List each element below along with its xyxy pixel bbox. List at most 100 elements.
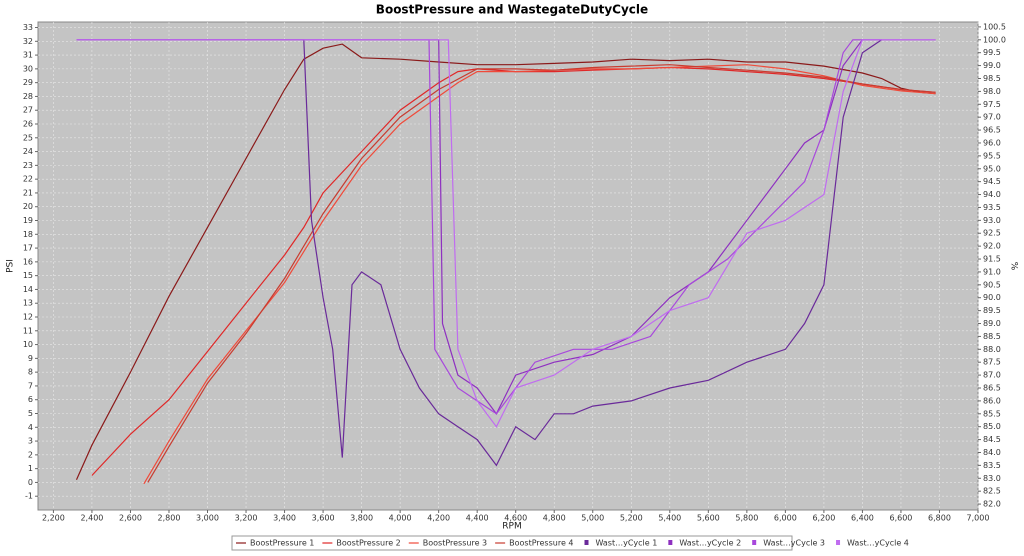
x-tick-label: 4,600 (504, 514, 527, 523)
y-tick-label: 24 (23, 147, 33, 156)
y2-tick-label: 87.5 (983, 358, 1001, 367)
legend-marker (836, 540, 841, 545)
y2-tick-label: 93.0 (983, 216, 1001, 225)
y-tick-label: 11 (23, 326, 33, 335)
y-tick-label: 1 (28, 464, 33, 473)
y2-tick-label: 100.0 (983, 35, 1006, 44)
series-line (76, 39, 936, 428)
y-tick-label: 12 (23, 313, 33, 322)
y-tick-label: 5 (28, 409, 33, 418)
y-tick-label: 17 (23, 244, 33, 253)
legend-label: Wast…yCycle 2 (679, 539, 741, 548)
legend-label: BoostPressure 4 (509, 539, 573, 548)
y-tick-label: 32 (23, 37, 33, 46)
x-tick-label: 7,000 (967, 514, 990, 523)
y-tick-label: 16 (23, 257, 33, 266)
legend-label: Wast…yCycle 1 (596, 539, 658, 548)
y-tick-label: 27 (23, 106, 33, 115)
y2-tick-label: 83.5 (983, 461, 1001, 470)
legend-label: BoostPressure 1 (250, 539, 314, 548)
y2-tick-label: 91.0 (983, 267, 1001, 276)
x-tick-label: 3,800 (350, 514, 373, 523)
y-tick-label: 10 (23, 340, 33, 349)
y2-tick-label: 92.5 (983, 229, 1001, 238)
y2-tick-label: 85.0 (983, 422, 1001, 431)
y-tick-label: 21 (23, 188, 33, 197)
series-line (76, 39, 883, 467)
x-tick-label: 5,000 (581, 514, 604, 523)
legend-marker (584, 540, 589, 545)
y2-tick-label: 82.5 (983, 487, 1001, 496)
x-tick-label: 6,800 (928, 514, 951, 523)
y2-tick-label: 86.0 (983, 396, 1001, 405)
y-tick-label: 25 (23, 133, 33, 142)
chart-title: BoostPressure and WastegateDutyCycle (376, 3, 648, 17)
y-tick-label: 13 (23, 299, 33, 308)
legend-label: BoostPressure 2 (336, 539, 400, 548)
x-tick-label: 5,800 (735, 514, 758, 523)
y-tick-label: 29 (23, 78, 33, 87)
y-tick-label: 15 (23, 271, 33, 280)
y2-tick-label: 98.0 (983, 87, 1001, 96)
y-tick-label: 0 (28, 478, 33, 487)
y-tick-label: -1 (25, 492, 33, 501)
x-tick-label: 4,800 (543, 514, 566, 523)
y2-tick-label: 97.0 (983, 113, 1001, 122)
series-line (147, 64, 936, 483)
x-tick-label: 3,600 (312, 514, 335, 523)
y2-tick-label: 99.5 (983, 48, 1001, 57)
x-axis-label: RPM (502, 522, 521, 532)
y2-tick-label: 91.5 (983, 255, 1001, 264)
y2-tick-label: 94.5 (983, 177, 1001, 186)
y2-tick-label: 84.0 (983, 448, 1001, 457)
y-tick-label: 22 (23, 175, 33, 184)
y-tick-label: 26 (23, 120, 33, 129)
y-tick-label: 31 (23, 51, 33, 60)
x-tick-label: 2,600 (119, 514, 142, 523)
y-tick-label: 6 (28, 395, 33, 404)
series-line (75, 43, 936, 480)
x-tick-label: 4,200 (427, 514, 450, 523)
y-tick-label: 19 (23, 216, 33, 225)
y2-tick-label: 93.5 (983, 203, 1001, 212)
y2-tick-label: 85.5 (983, 409, 1001, 418)
legend-marker (668, 540, 673, 545)
x-tick-label: 5,200 (620, 514, 643, 523)
y-tick-label: 3 (28, 437, 33, 446)
x-tick-label: 4,400 (466, 514, 489, 523)
x-tick-label: 6,400 (851, 514, 874, 523)
y2-tick-label: 86.5 (983, 384, 1001, 393)
y2-tick-label: 96.0 (983, 138, 1001, 147)
y-tick-label: 7 (28, 381, 33, 390)
legend-label: Wast…yCycle 4 (847, 539, 909, 548)
y2-tick-label: 92.0 (983, 242, 1001, 251)
legend (231, 535, 793, 551)
x-tick-label: 3,400 (273, 514, 296, 523)
y-tick-label: 33 (23, 23, 33, 32)
y-tick-label: 20 (23, 202, 33, 211)
y2-axis-label: % (1009, 262, 1019, 271)
x-tick-label: 3,200 (235, 514, 258, 523)
x-tick-label: 2,800 (158, 514, 181, 523)
y-tick-label: 8 (28, 368, 33, 377)
y2-tick-label: 84.5 (983, 435, 1001, 444)
legend-label: BoostPressure 3 (423, 539, 487, 548)
y2-tick-label: 87.0 (983, 371, 1001, 380)
y-tick-label: 4 (28, 423, 33, 432)
legend-label: Wast…yCycle 3 (763, 539, 825, 548)
x-tick-label: 4,000 (389, 514, 412, 523)
y-tick-label: 28 (23, 92, 33, 101)
x-tick-label: 6,000 (774, 514, 797, 523)
series-line (143, 64, 936, 485)
x-tick-label: 2,400 (80, 514, 103, 523)
y2-tick-label: 95.5 (983, 151, 1001, 160)
y2-tick-label: 97.5 (983, 100, 1001, 109)
y2-tick-label: 95.0 (983, 164, 1001, 173)
y-tick-label: 30 (23, 64, 33, 73)
y2-tick-label: 83.0 (983, 474, 1001, 483)
x-tick-label: 6,600 (889, 514, 912, 523)
y2-tick-label: 88.0 (983, 345, 1001, 354)
y-tick-label: 18 (23, 230, 33, 239)
